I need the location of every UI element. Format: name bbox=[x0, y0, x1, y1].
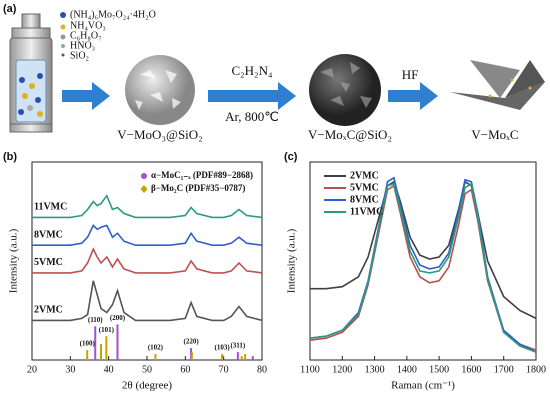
x-tick-label: 40 bbox=[104, 364, 114, 375]
x-tick-label: 20 bbox=[27, 364, 37, 375]
y-axis-label: Intensity (a.u.) bbox=[286, 228, 298, 293]
x-tick-label: 1400 bbox=[397, 364, 417, 375]
precursor-dots bbox=[60, 12, 66, 57]
autoclave bbox=[9, 13, 53, 133]
panel-label: (a) bbox=[3, 3, 17, 15]
reagent: HF bbox=[402, 67, 419, 82]
x-tick-label: 60 bbox=[180, 364, 190, 375]
legend-label: 5VMC bbox=[350, 182, 379, 193]
peak-label: (102) bbox=[148, 344, 164, 352]
shards bbox=[450, 60, 545, 110]
precursor: (NH₄)₆Mo₇O₂₄·4H₂O bbox=[70, 9, 156, 20]
x-tick-label: 1100 bbox=[300, 364, 320, 375]
x-tick-label: 1500 bbox=[429, 364, 449, 375]
peak-label: (200) bbox=[110, 314, 126, 322]
legend-marker bbox=[140, 185, 148, 193]
arrow bbox=[62, 82, 110, 110]
x-axis-label: Raman (cm⁻¹) bbox=[391, 380, 455, 392]
x-tick-label: 70 bbox=[219, 364, 229, 375]
line bbox=[32, 224, 263, 246]
plot-frame bbox=[309, 161, 537, 361]
x-tick-label: 1700 bbox=[494, 364, 514, 375]
precursor: SiO₂ bbox=[70, 50, 89, 61]
legend-label: 2VMC bbox=[350, 170, 379, 181]
arrow bbox=[208, 82, 296, 110]
legend-label: 11VMC bbox=[350, 206, 383, 217]
x-tick-label: 30 bbox=[65, 364, 75, 375]
legend-label: α−MoC₁₋ₓ (PDF#89−2868) bbox=[151, 170, 253, 180]
product-label: V−MoO₃@SiO₂ bbox=[117, 127, 202, 142]
product-label: V−MoₓC@SiO₂ bbox=[308, 127, 392, 142]
line bbox=[32, 194, 263, 219]
peak-label: (311) bbox=[230, 342, 245, 350]
peak-label: (220) bbox=[183, 338, 199, 346]
x-tick-label: 1300 bbox=[365, 364, 385, 375]
peak-label: (100) bbox=[80, 340, 96, 348]
arrow bbox=[388, 82, 438, 110]
precursor: NH₄VO₃ bbox=[70, 20, 106, 31]
panel-label: (b) bbox=[3, 151, 17, 163]
product-label: V−MoₓC bbox=[471, 127, 518, 142]
x-tick-label: 1800 bbox=[526, 364, 546, 375]
sphere bbox=[125, 55, 195, 125]
panel-label: (c) bbox=[284, 151, 298, 163]
peak-label: (110) bbox=[88, 316, 103, 324]
series-label: 2VMC bbox=[34, 305, 63, 316]
line bbox=[32, 280, 263, 322]
legend-label: β−Mo₂C (PDF#35−0787) bbox=[151, 183, 245, 193]
series-label: 11VMC bbox=[34, 202, 67, 213]
condition: Ar, 800℃ bbox=[225, 109, 279, 124]
line bbox=[32, 247, 263, 274]
series-label: 8VMC bbox=[34, 229, 63, 240]
precursor: C₆H₈O₇ bbox=[70, 30, 102, 41]
series-label: 5VMC bbox=[34, 257, 63, 268]
line bbox=[309, 182, 537, 353]
precursor: HNO₃ bbox=[70, 40, 95, 51]
peak-label: (101) bbox=[99, 326, 115, 334]
x-tick-label: 50 bbox=[142, 364, 152, 375]
legend-label: 8VMC bbox=[350, 194, 379, 205]
legend-marker bbox=[141, 173, 147, 179]
y-axis-label: Intensity (a.u.) bbox=[8, 228, 20, 293]
reagent: C₂H₂N₄ bbox=[231, 63, 273, 78]
line bbox=[310, 180, 537, 320]
x-tick-label: 80 bbox=[257, 364, 267, 375]
x-tick-label: 1200 bbox=[332, 364, 352, 375]
x-axis-label: 2θ (degree) bbox=[122, 380, 172, 392]
peak-label: (103) bbox=[215, 344, 231, 352]
x-tick-label: 1600 bbox=[461, 364, 481, 375]
